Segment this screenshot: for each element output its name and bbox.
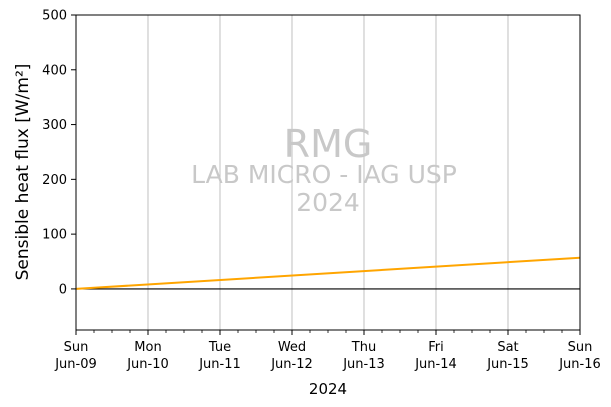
- grid-lines: [147, 15, 509, 330]
- x-tick-label: Jun-16: [558, 357, 601, 372]
- x-tick-label-day: Wed: [278, 340, 306, 355]
- x-tick-label: Jun-14: [414, 357, 457, 372]
- y-tick-label: 100: [42, 228, 67, 243]
- x-axis: Sun Jun-09 Mon Jun-10 Tue Jun-11 Wed Jun-12 Thu J…: [54, 330, 601, 372]
- series-group: [75, 256, 581, 290]
- x-axis-label: 2024: [309, 380, 347, 398]
- watermark-line-3: 2024: [296, 188, 360, 217]
- watermark: RMG LAB MICRO - IAG USP 2024: [191, 122, 457, 217]
- x-tick-label: Jun-10: [126, 357, 169, 372]
- x-tick-label: Jun-12: [270, 357, 313, 372]
- y-tick-label: 300: [42, 118, 67, 133]
- x-tick-label-day: Sun: [568, 340, 593, 355]
- x-tick-label-day: Sat: [497, 340, 518, 355]
- y-tick-label: 0: [59, 282, 67, 297]
- x-tick-label: Jun-09: [54, 357, 97, 372]
- series-line-0: [75, 256, 581, 290]
- x-tick-label: Jun-13: [342, 357, 385, 372]
- y-tick-label: 500: [42, 9, 67, 24]
- x-tick-label-day: Fri: [428, 340, 444, 355]
- y-tick-label: 200: [42, 173, 67, 188]
- x-tick-label-day: Mon: [134, 340, 161, 355]
- x-tick-label-day: Sun: [64, 340, 89, 355]
- x-tick-label: Jun-15: [486, 357, 529, 372]
- y-axis: 0 100 200 300 400 500: [42, 9, 76, 297]
- x-tick-label-day: Tue: [208, 340, 231, 355]
- watermark-line-2: LAB MICRO - IAG USP: [191, 160, 457, 189]
- watermark-line-1: RMG: [284, 122, 373, 166]
- y-axis-label: Sensible heat flux [W/m²]: [13, 64, 33, 281]
- x-tick-label: Jun-11: [198, 357, 241, 372]
- x-tick-label-day: Thu: [351, 340, 376, 355]
- y-tick-label: 400: [42, 63, 67, 78]
